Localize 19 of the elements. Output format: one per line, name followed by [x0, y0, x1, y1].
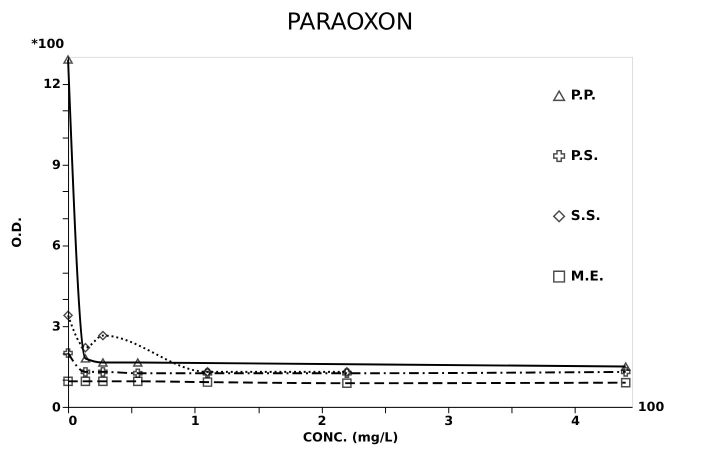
y-tick-label: 6 [52, 238, 61, 253]
chart-title: PARAOXON [286, 8, 414, 36]
text: 100 [638, 398, 664, 414]
legend-label: M.E. [570, 268, 604, 284]
y-tick-label: 3 [52, 318, 61, 334]
y-tick-label: 9 [52, 156, 61, 172]
text: *100 [31, 36, 64, 52]
x-tick-label: 0 [68, 412, 78, 428]
y-tick-label: 0 [52, 399, 61, 414]
legend-label: P.S. [570, 148, 598, 164]
x-axis-title: CONC. (mg/L) [302, 429, 398, 444]
x-tick-label: 4 [571, 412, 580, 428]
y-axis-title: O.D. [8, 217, 24, 248]
y-tick-label: 12 [43, 76, 61, 92]
legend-label: S.S. [570, 208, 601, 224]
x-tick-label: 1 [190, 412, 200, 428]
x-tick-label: 3 [444, 412, 454, 428]
x-tick-label: 2 [318, 412, 326, 428]
legend-label: P.P. [570, 88, 596, 104]
